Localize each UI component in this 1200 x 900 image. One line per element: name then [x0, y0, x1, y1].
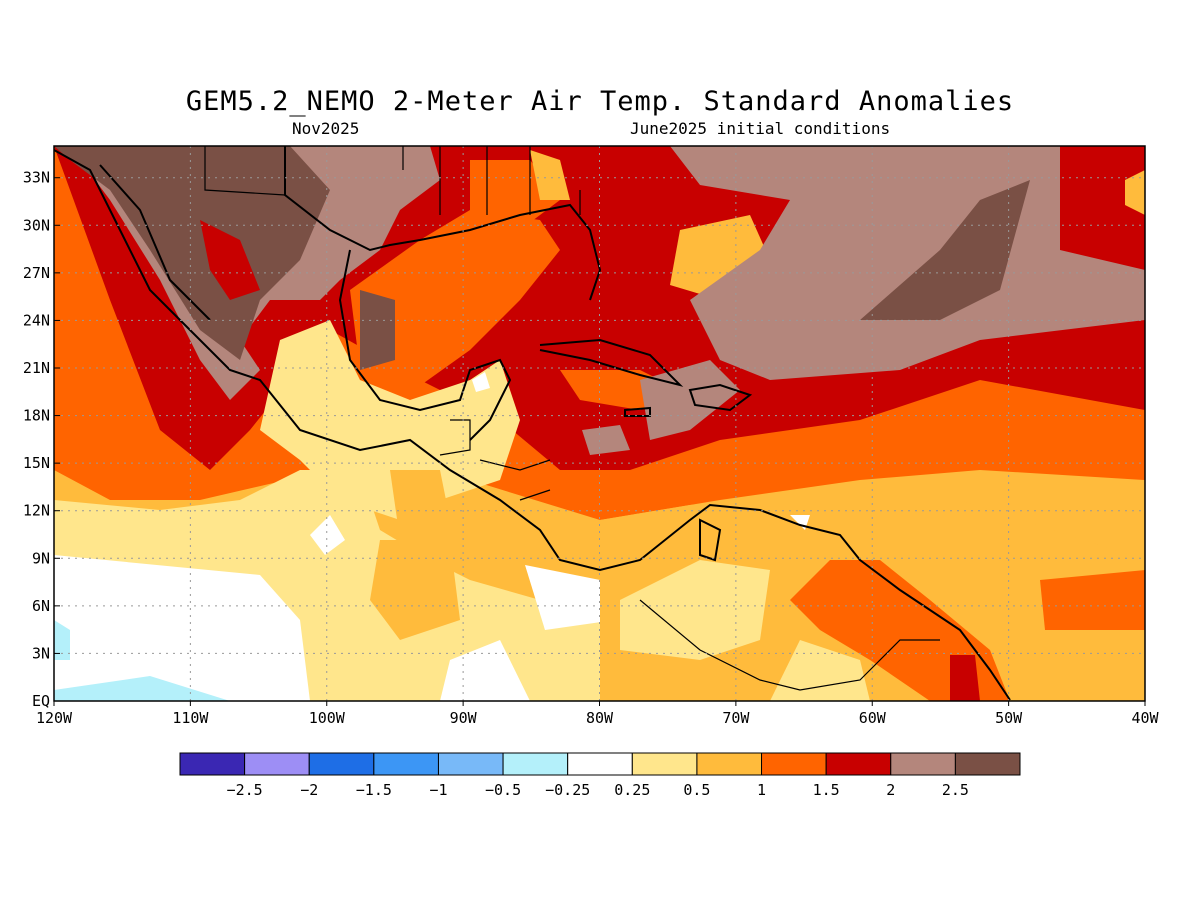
anomaly-baja-red	[200, 220, 260, 300]
coastlines	[53, 146, 1011, 701]
anomaly-epac-1	[370, 540, 460, 640]
colorbar-label: 0.5	[683, 781, 710, 799]
lat-label: 12N	[23, 502, 50, 520]
colorbar-swatch	[308, 752, 375, 776]
lat-label: 15N	[23, 454, 50, 472]
colorbar-label: −2	[300, 781, 318, 799]
map-title: GEM5.2_NEMO 2-Meter Air Temp. Standard A…	[185, 86, 1015, 117]
colorbar-swatch	[761, 752, 827, 776]
pacific-caribbean-coast	[53, 149, 1011, 701]
colorbar-label: −0.25	[545, 781, 590, 799]
colorbar-label: 1	[757, 781, 766, 799]
anomaly-eq-neutral	[440, 640, 530, 701]
anomaly-neutral-spot	[310, 515, 345, 555]
lon-label: 90W	[450, 709, 478, 727]
anomaly-atl-edge	[1125, 170, 1145, 215]
maracaibo-outline	[699, 518, 722, 562]
anomaly-mexico-3	[54, 146, 330, 360]
gulf-mexico-coast	[338, 249, 512, 441]
colorbar-label: −1	[429, 781, 447, 799]
lon-label: 40W	[1131, 709, 1159, 727]
lat-label: 3N	[32, 644, 50, 662]
colorbar-label: −2.5	[227, 781, 263, 799]
colorbar: −2.5 −2 −1.5 −1 −0.5 −0.25 0.25 0.5 1 1.5 2 2.5	[179, 752, 1021, 799]
longitude-labels: 120W 110W 100W 90W 80W 70W 60W 50W 40W	[36, 701, 1160, 727]
colorbar-label: 2.5	[942, 781, 969, 799]
centam-borders	[439, 419, 551, 501]
colorbar-label: −0.5	[485, 781, 521, 799]
forecast-month: Nov2025	[292, 119, 360, 138]
colorbar-label: −1.5	[356, 781, 392, 799]
colorbar-label: 2	[886, 781, 895, 799]
lon-label: 50W	[995, 709, 1023, 727]
colorbar-swatch	[567, 752, 633, 776]
lat-label: EQ	[32, 692, 50, 710]
latitude-labels: 33N 30N 27N 24N 21N 18N 15N 12N 9N 6N 3N EQ	[23, 169, 60, 710]
anomaly-epac-neutral	[54, 555, 310, 701]
lon-label: 80W	[586, 709, 614, 727]
anomaly-samerica-0p5	[620, 560, 770, 660]
samerica-borders	[639, 599, 940, 691]
anomaly-texas-3	[360, 290, 395, 370]
gridlines	[54, 146, 1145, 701]
anomaly-fields	[54, 146, 1145, 701]
colorbar-swatch	[696, 752, 763, 776]
colorbar-swatch	[179, 752, 246, 776]
lat-label: 24N	[23, 311, 50, 329]
lon-label: 100W	[309, 709, 346, 727]
lat-label: 30N	[23, 216, 50, 234]
anomaly-centam-1	[390, 470, 450, 540]
colorbar-swatch	[244, 752, 310, 776]
anomaly-panama-neutral	[525, 565, 615, 630]
us-state-borders	[402, 146, 581, 215]
anomaly-yucatan	[472, 372, 490, 392]
lon-label: 60W	[859, 709, 887, 727]
anomaly-epac-cool1	[54, 620, 70, 660]
colorbar-swatch	[502, 752, 569, 776]
anomaly-se-us-2	[530, 150, 570, 200]
colorbar-swatch	[890, 752, 956, 776]
hispaniola-outline	[688, 383, 753, 412]
colorbar-swatch	[373, 752, 439, 776]
initial-conditions: June2025 initial conditions	[630, 119, 891, 138]
colorbar-label: 0.25	[614, 781, 650, 799]
lat-label: 9N	[32, 549, 50, 567]
colorbar-label: 1.5	[813, 781, 840, 799]
us-mexico-border	[204, 146, 286, 196]
colorbar-swatch	[825, 752, 892, 776]
anomaly-amazon-red	[950, 655, 980, 701]
lon-label: 110W	[172, 709, 209, 727]
gulf-us-coast	[284, 146, 602, 301]
anomaly-hispaniola	[640, 360, 740, 440]
anomaly-samerica-0p5b	[770, 640, 870, 701]
anomaly-atl-eq	[1040, 570, 1145, 630]
anomaly-atl-2p5	[670, 146, 1145, 380]
lat-label: 33N	[23, 169, 50, 187]
anomaly-atl-3	[860, 180, 1030, 320]
cuba-outline	[539, 338, 684, 387]
colorbar-swatch	[437, 752, 504, 776]
colorbar-swatch	[631, 752, 698, 776]
lat-label: 27N	[23, 264, 50, 282]
anomaly-carib-spot	[582, 425, 630, 455]
lon-label: 120W	[36, 709, 73, 727]
anomaly-gulf	[350, 210, 560, 400]
lon-label: 70W	[722, 709, 750, 727]
lat-label: 21N	[23, 359, 50, 377]
borders	[204, 146, 940, 691]
anomaly-epac-cool2	[54, 676, 230, 701]
lat-label: 18N	[23, 407, 50, 425]
colorbar-swatch	[954, 752, 1021, 776]
lat-label: 6N	[32, 597, 50, 615]
